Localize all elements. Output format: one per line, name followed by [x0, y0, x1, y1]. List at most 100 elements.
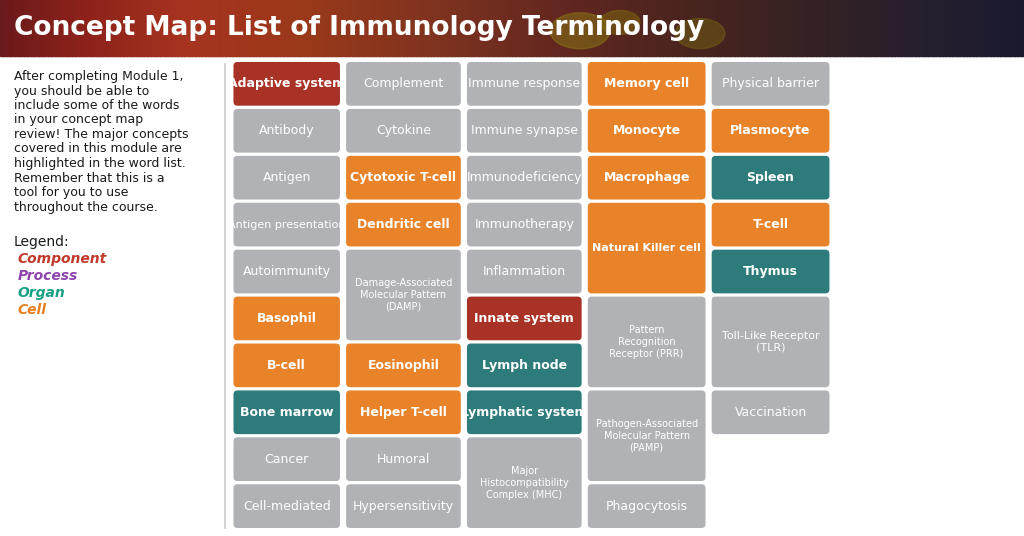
Bar	[655, 0, 659, 56]
Bar	[901, 0, 905, 56]
Bar	[929, 0, 933, 56]
FancyBboxPatch shape	[588, 203, 706, 293]
Bar	[495, 0, 500, 56]
Bar	[765, 0, 769, 56]
Ellipse shape	[675, 19, 725, 49]
FancyBboxPatch shape	[346, 484, 461, 528]
Bar	[174, 0, 178, 56]
Bar	[822, 0, 827, 56]
Bar	[181, 0, 185, 56]
Bar	[1004, 0, 1008, 56]
Bar	[976, 0, 981, 56]
Bar	[218, 0, 223, 56]
FancyBboxPatch shape	[588, 156, 706, 199]
Bar	[300, 0, 305, 56]
Text: Natural Killer cell: Natural Killer cell	[592, 243, 701, 253]
Bar	[601, 0, 605, 56]
FancyBboxPatch shape	[588, 296, 706, 387]
Bar	[225, 0, 229, 56]
Bar	[1014, 0, 1018, 56]
Bar	[273, 0, 278, 56]
FancyBboxPatch shape	[588, 109, 706, 153]
Bar	[212, 0, 216, 56]
Bar	[509, 0, 513, 56]
Bar	[249, 0, 254, 56]
Bar	[458, 0, 462, 56]
Bar	[369, 0, 373, 56]
Bar	[44, 0, 49, 56]
Bar	[638, 0, 643, 56]
Text: Cytotoxic T-cell: Cytotoxic T-cell	[350, 171, 457, 184]
Text: tool for you to use: tool for you to use	[14, 186, 128, 199]
Bar	[499, 0, 503, 56]
Bar	[908, 0, 912, 56]
Bar	[321, 0, 326, 56]
Bar	[164, 0, 168, 56]
Bar	[607, 0, 612, 56]
Bar	[317, 0, 322, 56]
Bar	[468, 0, 472, 56]
Bar	[161, 0, 165, 56]
Bar	[72, 0, 76, 56]
Text: Vaccination: Vaccination	[734, 406, 807, 419]
Bar	[740, 0, 745, 56]
Bar	[294, 0, 298, 56]
Bar	[276, 0, 281, 56]
Bar	[755, 0, 759, 56]
Bar	[949, 0, 953, 56]
FancyBboxPatch shape	[712, 109, 829, 153]
Bar	[935, 0, 940, 56]
Bar	[345, 0, 349, 56]
Bar	[966, 0, 971, 56]
Bar	[488, 0, 493, 56]
FancyBboxPatch shape	[467, 203, 582, 247]
Bar	[891, 0, 895, 56]
Bar	[577, 0, 582, 56]
Bar	[1011, 0, 1015, 56]
Bar	[724, 0, 728, 56]
Text: Immune response: Immune response	[468, 77, 581, 91]
Bar	[290, 0, 295, 56]
Bar	[973, 0, 977, 56]
Bar	[622, 0, 626, 56]
Bar	[232, 0, 237, 56]
Bar	[102, 0, 106, 56]
Bar	[591, 0, 595, 56]
Text: Immunotherapy: Immunotherapy	[474, 218, 574, 231]
Bar	[75, 0, 80, 56]
Text: Innate system: Innate system	[474, 312, 574, 325]
Bar	[628, 0, 633, 56]
Bar	[0, 0, 4, 56]
Bar	[819, 0, 823, 56]
Bar	[54, 0, 59, 56]
Bar	[796, 0, 800, 56]
Bar	[699, 0, 705, 56]
Bar	[904, 0, 909, 56]
Bar	[792, 0, 797, 56]
Bar	[423, 0, 428, 56]
Text: Pattern
Recognition
Receptor (PRR): Pattern Recognition Receptor (PRR)	[609, 325, 684, 359]
Bar	[522, 0, 526, 56]
Bar	[519, 0, 523, 56]
Text: highlighted in the word list.: highlighted in the word list.	[14, 157, 185, 170]
Bar	[38, 0, 42, 56]
Bar	[396, 0, 400, 56]
Bar	[799, 0, 803, 56]
Bar	[287, 0, 291, 56]
Bar	[980, 0, 984, 56]
Bar	[553, 0, 557, 56]
FancyBboxPatch shape	[346, 62, 461, 106]
Bar	[850, 0, 854, 56]
FancyBboxPatch shape	[346, 344, 461, 387]
Bar	[771, 0, 776, 56]
Bar	[3, 0, 8, 56]
Bar	[13, 0, 18, 56]
Bar	[1021, 0, 1024, 56]
Bar	[505, 0, 510, 56]
FancyBboxPatch shape	[588, 390, 706, 481]
Bar	[31, 0, 35, 56]
Text: Concept Map: List of Immunology Terminology: Concept Map: List of Immunology Terminol…	[14, 15, 705, 41]
Bar	[911, 0, 915, 56]
Bar	[532, 0, 537, 56]
Bar	[427, 0, 431, 56]
